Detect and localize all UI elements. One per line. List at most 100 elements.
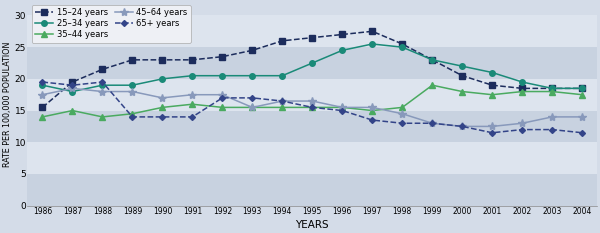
25–34 years: [309, 62, 316, 64]
25–34 years: [339, 49, 346, 52]
45–64 years: [309, 100, 316, 103]
35–44 years: [189, 103, 196, 106]
35–44 years: [518, 90, 526, 93]
35–44 years: [428, 84, 436, 87]
45–64 years: [39, 93, 46, 96]
65+ years: [39, 81, 46, 83]
Line: 35–44 years: 35–44 years: [40, 82, 585, 120]
45–64 years: [458, 125, 466, 128]
35–44 years: [458, 90, 466, 93]
15–24 years: [428, 58, 436, 61]
15–24 years: [458, 74, 466, 77]
25–34 years: [159, 77, 166, 80]
15–24 years: [69, 81, 76, 83]
35–44 years: [398, 106, 406, 109]
15–24 years: [279, 39, 286, 42]
Bar: [28, 15, 597, 47]
Bar: [28, 79, 597, 111]
65+ years: [309, 106, 316, 109]
25–34 years: [548, 87, 556, 90]
45–64 years: [369, 106, 376, 109]
Line: 65+ years: 65+ years: [40, 80, 584, 135]
65+ years: [488, 131, 496, 134]
65+ years: [159, 116, 166, 118]
45–64 years: [548, 116, 556, 118]
45–64 years: [428, 122, 436, 125]
25–34 years: [428, 58, 436, 61]
X-axis label: YEARS: YEARS: [296, 220, 329, 230]
35–44 years: [488, 93, 496, 96]
65+ years: [428, 122, 436, 125]
15–24 years: [309, 36, 316, 39]
65+ years: [189, 116, 196, 118]
65+ years: [219, 96, 226, 99]
35–44 years: [99, 116, 106, 118]
15–24 years: [339, 33, 346, 36]
35–44 years: [39, 116, 46, 118]
25–34 years: [518, 81, 526, 83]
35–44 years: [309, 106, 316, 109]
Line: 45–64 years: 45–64 years: [38, 84, 586, 130]
35–44 years: [69, 109, 76, 112]
35–44 years: [249, 106, 256, 109]
45–64 years: [488, 125, 496, 128]
25–34 years: [279, 74, 286, 77]
Bar: [28, 174, 597, 206]
25–34 years: [458, 65, 466, 68]
45–64 years: [339, 106, 346, 109]
15–24 years: [159, 58, 166, 61]
65+ years: [69, 84, 76, 87]
15–24 years: [518, 87, 526, 90]
65+ years: [578, 131, 586, 134]
35–44 years: [219, 106, 226, 109]
Y-axis label: RATE PER 100,000 POPULATION: RATE PER 100,000 POPULATION: [3, 41, 12, 167]
35–44 years: [339, 106, 346, 109]
25–34 years: [69, 90, 76, 93]
25–34 years: [99, 84, 106, 87]
25–34 years: [249, 74, 256, 77]
Bar: [28, 111, 597, 142]
45–64 years: [578, 116, 586, 118]
25–34 years: [578, 87, 586, 90]
25–34 years: [129, 84, 136, 87]
15–24 years: [369, 30, 376, 33]
Line: 15–24 years: 15–24 years: [40, 28, 585, 110]
45–64 years: [279, 100, 286, 103]
65+ years: [99, 81, 106, 83]
45–64 years: [99, 90, 106, 93]
15–24 years: [39, 106, 46, 109]
35–44 years: [548, 90, 556, 93]
Bar: [28, 47, 597, 79]
15–24 years: [548, 87, 556, 90]
25–34 years: [219, 74, 226, 77]
15–24 years: [488, 84, 496, 87]
Legend: 15–24 years, 25–34 years, 35–44 years, 45–64 years, 65+ years: 15–24 years, 25–34 years, 35–44 years, 4…: [32, 5, 191, 43]
65+ years: [279, 100, 286, 103]
15–24 years: [578, 87, 586, 90]
15–24 years: [398, 43, 406, 45]
35–44 years: [369, 109, 376, 112]
65+ years: [129, 116, 136, 118]
35–44 years: [279, 106, 286, 109]
65+ years: [249, 96, 256, 99]
45–64 years: [518, 122, 526, 125]
25–34 years: [488, 71, 496, 74]
Bar: [28, 142, 597, 174]
45–64 years: [189, 93, 196, 96]
25–34 years: [39, 84, 46, 87]
15–24 years: [249, 49, 256, 52]
35–44 years: [159, 106, 166, 109]
15–24 years: [99, 68, 106, 71]
15–24 years: [219, 55, 226, 58]
25–34 years: [189, 74, 196, 77]
35–44 years: [129, 112, 136, 115]
45–64 years: [398, 112, 406, 115]
Line: 25–34 years: 25–34 years: [40, 41, 585, 94]
35–44 years: [578, 93, 586, 96]
45–64 years: [219, 93, 226, 96]
65+ years: [548, 128, 556, 131]
65+ years: [458, 125, 466, 128]
15–24 years: [189, 58, 196, 61]
25–34 years: [369, 43, 376, 45]
45–64 years: [69, 87, 76, 90]
